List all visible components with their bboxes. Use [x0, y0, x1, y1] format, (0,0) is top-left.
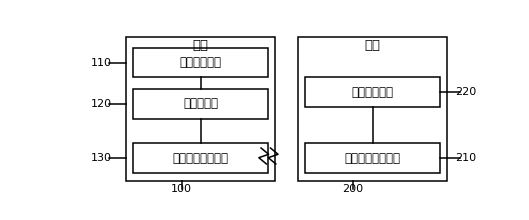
- Text: 屏端: 屏端: [193, 39, 208, 52]
- Text: 200: 200: [343, 184, 363, 194]
- Text: 120: 120: [90, 99, 112, 109]
- Bar: [125, 37, 275, 181]
- Text: 210: 210: [455, 153, 477, 163]
- Text: 串口处理模块: 串口处理模块: [352, 86, 394, 99]
- Text: 主流程模块: 主流程模块: [183, 97, 218, 110]
- Text: 220: 220: [455, 87, 477, 97]
- Text: 红外处理模块: 红外处理模块: [180, 56, 222, 69]
- Text: 110: 110: [90, 58, 112, 68]
- Text: 130: 130: [90, 153, 112, 163]
- Text: 屏端串口通信模块: 屏端串口通信模块: [172, 152, 229, 165]
- Text: 100: 100: [171, 184, 192, 194]
- Bar: [133, 143, 268, 173]
- Bar: [133, 89, 268, 119]
- Bar: [305, 143, 441, 173]
- Bar: [298, 37, 448, 181]
- Bar: [133, 48, 268, 77]
- Bar: [305, 77, 441, 107]
- Text: 卡端串口通信模块: 卡端串口通信模块: [345, 152, 401, 165]
- Text: 卡端: 卡端: [365, 39, 381, 52]
